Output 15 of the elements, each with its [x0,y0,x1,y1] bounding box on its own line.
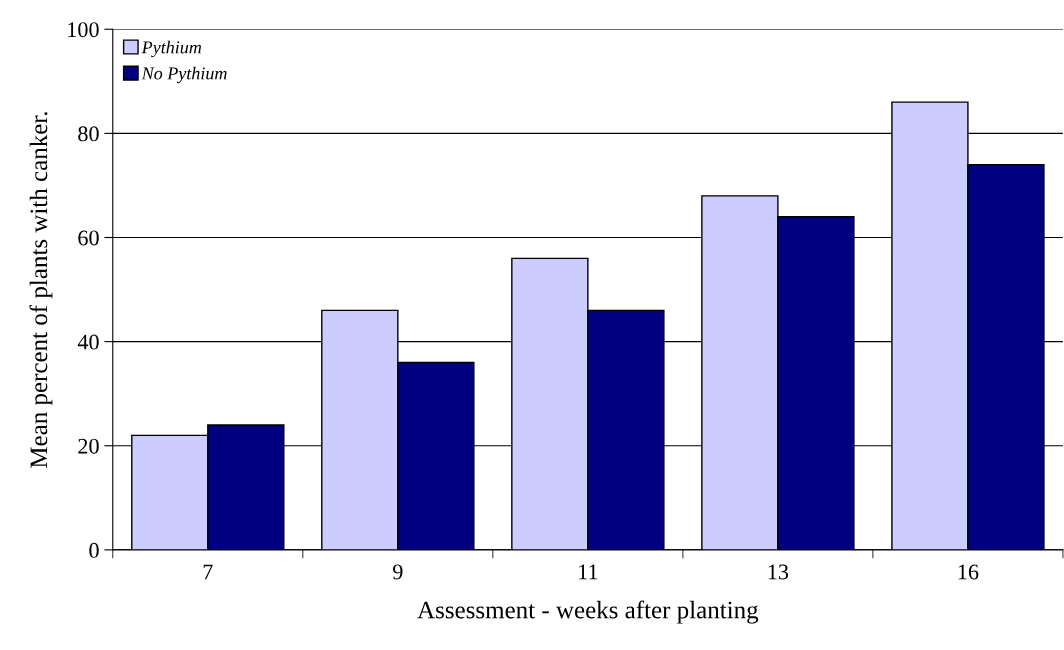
y-tick-label: 40 [77,334,99,350]
y-tick-label: 20 [78,438,99,454]
y-axis-title: Mean percent of plants with canker. [29,112,53,468]
x-tick-label: 13 [768,564,789,580]
x-tick-label: 7 [203,564,213,580]
legend-label: No Pythium [141,66,227,84]
x-tick-label: 16 [958,564,979,580]
x-tick-label: 11 [579,564,598,580]
y-tick-label: 80 [78,126,99,142]
legend-label: Pythium [141,40,202,58]
y-tick-label: 0 [89,542,99,558]
x-tick-label: 9 [392,564,403,580]
x-axis-title: Assessment - weeks after planting [417,600,759,624]
y-tick-label: 60 [78,230,99,246]
y-tick-label: 100 [68,22,99,38]
